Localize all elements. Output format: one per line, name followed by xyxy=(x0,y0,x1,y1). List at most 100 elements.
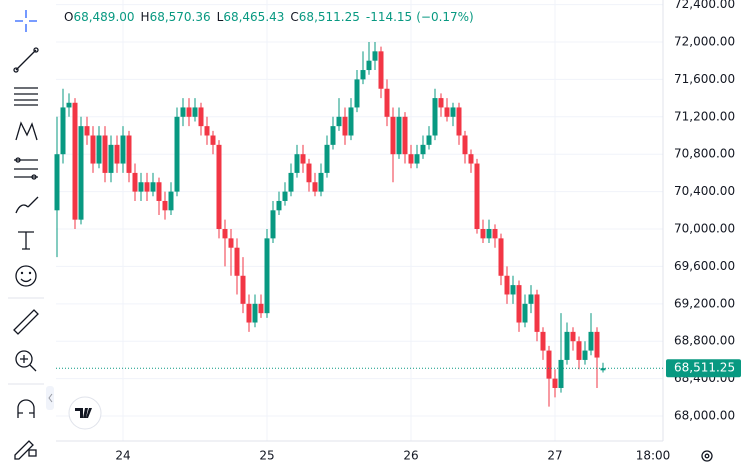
candle-body xyxy=(198,107,204,127)
candle-body xyxy=(420,144,426,155)
candle-body xyxy=(174,116,180,192)
candle-body xyxy=(402,116,408,155)
ohlc-value: 68,489.00 xyxy=(73,10,134,24)
candle-body xyxy=(456,107,462,136)
candle-body xyxy=(516,285,522,323)
emoji-tool[interactable] xyxy=(15,265,37,287)
y-tick-label: 71,200.00 xyxy=(674,109,735,123)
candle-body xyxy=(492,229,498,239)
candle-body xyxy=(132,172,138,192)
y-tick-label: 70,400.00 xyxy=(674,184,735,198)
x-tick-label: 18:00 xyxy=(636,449,671,463)
candle-body xyxy=(342,116,348,136)
candle-body xyxy=(366,60,372,71)
candle-body xyxy=(294,154,300,173)
candle-body xyxy=(414,154,420,164)
x-tick-label: 25 xyxy=(259,449,274,463)
y-tick-label: 70,800.00 xyxy=(674,147,735,161)
candle-body xyxy=(156,182,162,201)
candle-body xyxy=(78,126,84,220)
candle-body xyxy=(150,182,156,192)
x-tick-label: 26 xyxy=(403,449,418,463)
candle-body xyxy=(564,331,570,360)
collapse-toolbar[interactable] xyxy=(46,386,54,410)
candle-body xyxy=(450,107,456,117)
candle-body xyxy=(438,98,444,108)
candle-body xyxy=(318,172,324,192)
zoom-tool[interactable] xyxy=(15,350,37,372)
text-tool[interactable] xyxy=(18,231,34,250)
ohlc-legend: O68,489.00 H68,570.36 L68,465.43 C68,511.25… xyxy=(64,10,474,24)
candle-body xyxy=(258,303,264,314)
candle-body xyxy=(204,126,210,136)
candle-body xyxy=(540,331,546,351)
trend-line-tool[interactable] xyxy=(13,47,39,73)
candle-body xyxy=(168,191,174,211)
candle-body xyxy=(348,107,354,136)
candle-body xyxy=(102,135,108,173)
candle-body xyxy=(570,331,576,342)
candle-body xyxy=(474,163,480,230)
magnet-tool[interactable] xyxy=(17,399,35,418)
candle-body xyxy=(546,350,552,379)
fib-tool[interactable] xyxy=(14,87,38,106)
candle-body xyxy=(324,144,330,173)
y-tick-label: 72,400.00 xyxy=(674,0,735,11)
candle-body xyxy=(186,107,192,117)
candle-body xyxy=(138,182,144,192)
brush-tool[interactable] xyxy=(15,196,39,214)
candle-body xyxy=(234,247,240,276)
candle-body xyxy=(360,70,366,80)
candle-body xyxy=(108,144,114,173)
tradingview-logo[interactable] xyxy=(68,396,102,430)
candle-body xyxy=(90,135,96,164)
lock-tool[interactable] xyxy=(14,440,37,460)
candle-body xyxy=(354,79,360,108)
last-price-label: 68,511.25 xyxy=(674,361,735,375)
candle-body xyxy=(270,210,276,239)
candle-body xyxy=(498,238,504,276)
settings-button[interactable] xyxy=(701,450,713,462)
prediction-tool[interactable] xyxy=(14,157,38,180)
candle-body xyxy=(444,107,450,117)
ohlc-key: C xyxy=(290,10,298,24)
candle-body xyxy=(396,116,402,155)
x-tick-label: 24 xyxy=(115,449,130,463)
grid xyxy=(56,0,664,441)
candle-body xyxy=(222,229,228,239)
candle-body xyxy=(486,229,492,239)
y-tick-label: 68,000.00 xyxy=(674,409,735,423)
candle-body xyxy=(96,135,102,164)
ohlc-value: 68,570.36 xyxy=(150,10,211,24)
candle-body xyxy=(210,135,216,145)
candle-body xyxy=(558,359,564,388)
candle-body xyxy=(54,154,60,211)
candle-body xyxy=(300,154,306,164)
candle-body xyxy=(282,191,288,201)
candle-body xyxy=(552,378,558,388)
candle-body xyxy=(390,116,396,155)
candle-body xyxy=(522,303,528,323)
y-tick-label: 69,200.00 xyxy=(674,296,735,310)
candle-body xyxy=(246,303,252,323)
candle-body xyxy=(330,126,336,145)
ohlc-value: 68,465.43 xyxy=(223,10,284,24)
candle-body xyxy=(528,294,534,304)
candle-body xyxy=(312,182,318,192)
measure-tool[interactable] xyxy=(13,309,39,335)
candle-body xyxy=(372,51,378,61)
plot xyxy=(54,41,606,407)
candle-body xyxy=(228,238,234,248)
candle-body xyxy=(504,275,510,295)
candle-body xyxy=(240,275,246,304)
crosshair-tool[interactable] xyxy=(15,10,37,32)
change-value: -114.15 xyxy=(366,10,412,24)
y-tick-label: 70,000.00 xyxy=(674,222,735,236)
y-tick-label: 71,600.00 xyxy=(674,72,735,86)
pattern-tool[interactable] xyxy=(15,121,38,141)
candle-body xyxy=(468,154,474,164)
candle-body xyxy=(72,102,78,220)
candle-body xyxy=(126,135,132,173)
candle-body xyxy=(462,135,468,155)
